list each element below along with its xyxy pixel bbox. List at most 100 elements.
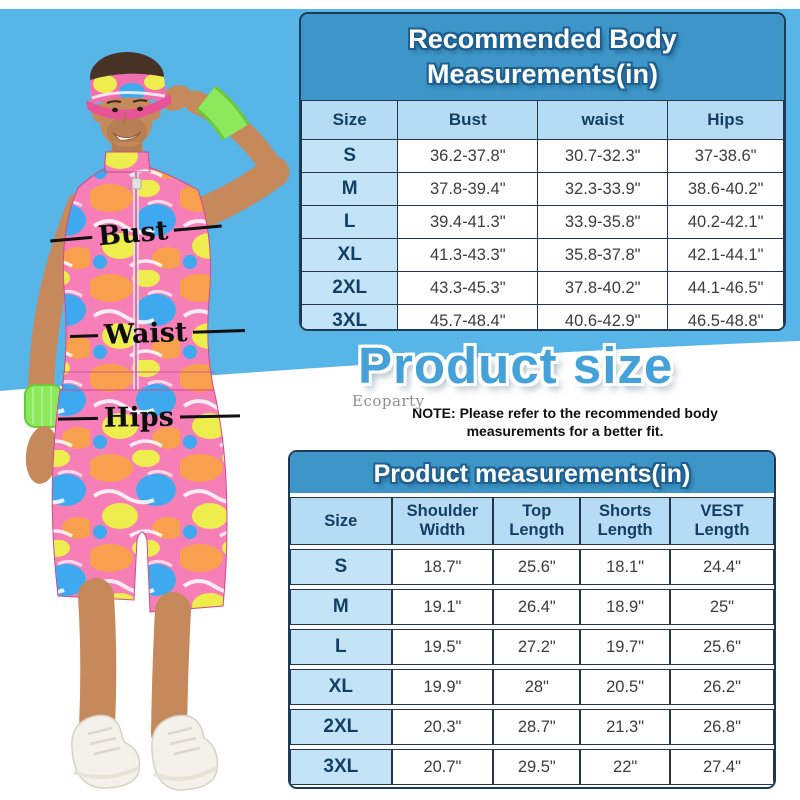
- waist-line-left: [70, 334, 99, 339]
- size-cell: L: [301, 205, 399, 239]
- size-cell: S: [290, 549, 392, 585]
- value-cell: 19.5": [391, 629, 494, 665]
- value-cell: 35.8-37.8": [537, 238, 669, 272]
- size-cell: L: [290, 629, 392, 665]
- col-hips: Hips: [667, 100, 784, 140]
- value-cell: 42.1-44.1": [667, 238, 784, 272]
- value-cell: 28": [493, 669, 581, 705]
- value-cell: 46.5-48.8": [667, 304, 784, 329]
- value-cell: 41.3-43.3": [397, 238, 539, 272]
- value-cell: 40.2-42.1": [667, 205, 784, 239]
- hips-label-text: Hips: [103, 401, 175, 434]
- value-cell: 29.5": [493, 749, 581, 785]
- value-cell: 37.8-40.2": [537, 271, 669, 305]
- product-size-heading: Product size: [358, 337, 674, 394]
- value-cell: 39.4-41.3": [397, 205, 539, 239]
- value-cell: 44.1-46.5": [667, 271, 784, 305]
- value-cell: 18.7": [391, 549, 494, 585]
- size-cell: S: [301, 139, 399, 173]
- col-bust: Bust: [397, 100, 539, 140]
- value-cell: 20.3": [391, 709, 494, 745]
- bust-line-left: [50, 235, 93, 243]
- costume-vest: [61, 151, 215, 391]
- hips-line-left: [57, 416, 99, 421]
- value-cell: 18.1": [580, 549, 670, 585]
- size-cell: M: [301, 172, 399, 206]
- table-row: S 18.7" 25.6" 18.1" 24.4": [290, 549, 774, 585]
- col-shoulder-width: Shoulder Width: [391, 497, 494, 545]
- body-measurements-table: Recommended Body Measurements(in) Size B…: [299, 12, 786, 331]
- value-cell: 20.5": [580, 669, 670, 705]
- product-measurements-table: Product measurements(in) Size Shoulder W…: [288, 450, 776, 789]
- head: [86, 52, 172, 168]
- value-cell: 36.2-37.8": [397, 139, 539, 173]
- col-top-length: Top Length: [493, 497, 581, 545]
- value-cell: 27.4": [669, 749, 774, 785]
- col-size: Size: [290, 497, 392, 545]
- value-cell: 38.6-40.2": [667, 172, 784, 206]
- value-cell: 24.4": [669, 549, 774, 585]
- costume-shorts: [51, 389, 228, 613]
- value-cell: 26.2": [669, 669, 774, 705]
- size-cell: XL: [301, 238, 399, 272]
- size-cell: 2XL: [301, 271, 399, 305]
- value-cell: 32.3-33.9": [537, 172, 669, 206]
- table-row: L 19.5" 27.2" 19.7" 25.6": [290, 629, 774, 665]
- size-cell: XL: [290, 669, 392, 705]
- value-cell: 37-38.6": [667, 139, 784, 173]
- value-cell: 25.6": [493, 549, 581, 585]
- fit-note-line2: measurements for a better fit.: [466, 423, 664, 440]
- waist-label-text: Waist: [103, 316, 188, 351]
- size-cell: 3XL: [290, 749, 392, 785]
- value-cell: 40.6-42.9": [537, 304, 669, 329]
- value-cell: 19.7": [580, 629, 670, 665]
- waist-measure-label: Waist: [70, 315, 246, 352]
- table-row: XL 41.3-43.3" 35.8-37.8" 42.1-44.1": [301, 238, 784, 272]
- size-cell: 3XL: [301, 304, 399, 329]
- value-cell: 25.6": [669, 629, 774, 665]
- table-row: 2XL 43.3-45.3" 37.8-40.2" 44.1-46.5": [301, 271, 784, 305]
- value-cell: 26.4": [493, 589, 581, 625]
- col-vest-length: VEST Length: [669, 497, 774, 545]
- body-table-title: Recommended Body Measurements(in): [301, 14, 784, 100]
- value-cell: 43.3-45.3": [397, 271, 539, 305]
- value-cell: 27.2": [493, 629, 581, 665]
- model-illustration: [24, 52, 290, 791]
- raised-arm: [160, 85, 290, 230]
- product-table: Size Shoulder Width Top Length Shorts Le…: [290, 493, 774, 787]
- value-cell: 19.1": [391, 589, 494, 625]
- value-cell: 33.9-35.8": [537, 205, 669, 239]
- fit-note: NOTE: Please refer to the recommended bo…: [345, 404, 785, 440]
- watermark: Ecoparty: [352, 392, 425, 410]
- table-row: 2XL 20.3" 28.7" 21.3" 26.8": [290, 709, 774, 745]
- value-cell: 20.7": [391, 749, 494, 785]
- value-cell: 28.7": [493, 709, 581, 745]
- value-cell: 25": [669, 589, 774, 625]
- fit-note-line1: NOTE: Please refer to the recommended bo…: [412, 405, 718, 421]
- hips-line-right: [179, 414, 240, 419]
- col-waist: waist: [537, 100, 669, 140]
- table-row: XL 19.9" 28" 20.5" 26.2": [290, 669, 774, 705]
- col-size: Size: [301, 100, 399, 140]
- col-shorts-length: Shorts Length: [580, 497, 670, 545]
- table-row: M 37.8-39.4" 32.3-33.9" 38.6-40.2": [301, 172, 784, 206]
- value-cell: 45.7-48.4": [397, 304, 539, 329]
- value-cell: 30.7-32.3": [537, 139, 669, 173]
- table-row: M 19.1" 26.4" 18.9" 25": [290, 589, 774, 625]
- bust-line-right: [173, 224, 222, 232]
- table-row: S 36.2-37.8" 30.7-32.3" 37-38.6": [301, 139, 784, 173]
- size-cell: 2XL: [290, 709, 392, 745]
- sneakers: [71, 714, 219, 791]
- value-cell: 19.9": [391, 669, 494, 705]
- value-cell: 37.8-39.4": [397, 172, 539, 206]
- table-row: L 39.4-41.3" 33.9-35.8" 40.2-42.1": [301, 205, 784, 239]
- body-table: Size Bust waist Hips S 36.2-37.8" 30.7-32.…: [301, 100, 784, 329]
- table-row: 3XL 20.7" 29.5" 22" 27.4": [290, 749, 774, 785]
- value-cell: 21.3": [580, 709, 670, 745]
- value-cell: 18.9": [580, 589, 670, 625]
- size-cell: M: [290, 589, 392, 625]
- value-cell: 26.8": [669, 709, 774, 745]
- product-table-title: Product measurements(in): [290, 452, 774, 497]
- table-row: 3XL 45.7-48.4" 40.6-42.9" 46.5-48.8": [301, 304, 784, 329]
- value-cell: 22": [580, 749, 670, 785]
